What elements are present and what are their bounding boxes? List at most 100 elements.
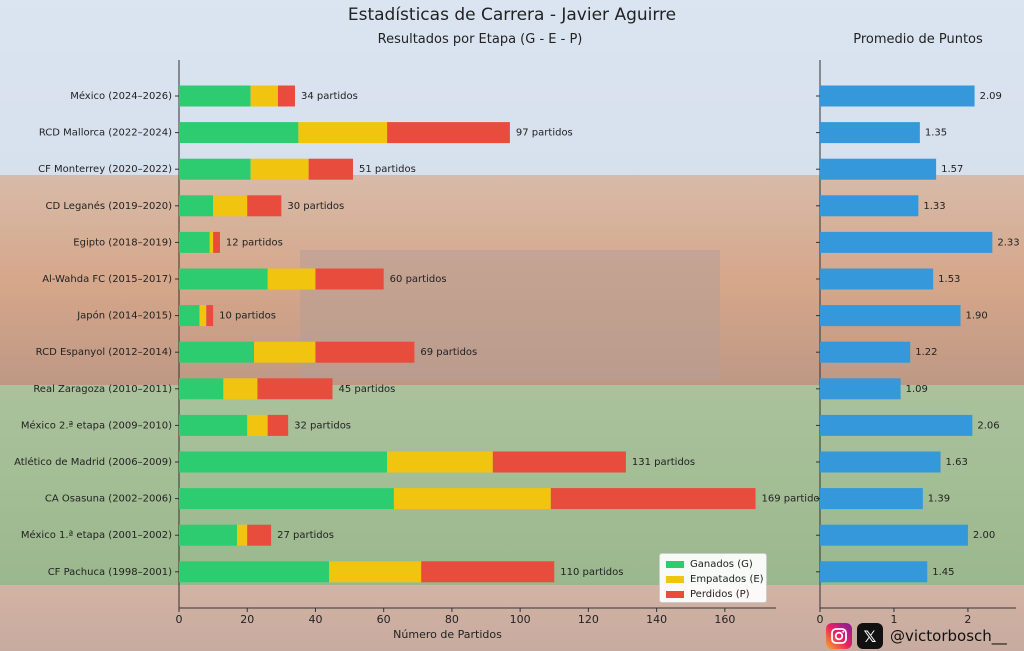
bar-total-label: 131 partidos <box>632 457 695 468</box>
bar-segment-ganados <box>179 122 299 144</box>
bar-segment-ganados <box>179 305 200 327</box>
bar-segment-ganados <box>179 524 237 546</box>
legend-item-empatados: Empatados (E) <box>666 572 766 587</box>
left-y-tick-label: Real Zaragoza (2010–2011) <box>33 384 172 395</box>
bar-segment-empatados <box>329 561 422 583</box>
left-y-tick-label: Atlético de Madrid (2006–2009) <box>14 456 172 468</box>
bar-total-label: 60 partidos <box>390 274 447 285</box>
left-x-tick-label: 20 <box>240 613 254 626</box>
left-y-tick-label: Japón (2014–2015) <box>76 310 172 322</box>
bar-segment-empatados <box>223 378 258 400</box>
bar-segment-perdidos <box>257 378 333 400</box>
left-x-tick-label: 100 <box>510 613 531 626</box>
average-points-label: 1.09 <box>906 384 928 395</box>
average-points-label: 2.06 <box>977 420 999 431</box>
bar-segment-perdidos <box>387 122 510 144</box>
legend-swatch-empatados <box>666 576 684 583</box>
legend-label-empatados: Empatados (E) <box>690 574 764 585</box>
left-x-axis-label: Número de Partidos <box>393 628 502 641</box>
bar-segment-ganados <box>179 231 210 253</box>
left-y-tick-label: RCD Espanyol (2012–2014) <box>36 347 172 358</box>
social-handle[interactable]: @victorbosch__ <box>890 627 1007 645</box>
bar-segment-empatados <box>213 195 248 217</box>
bar-segment-perdidos <box>267 414 289 436</box>
bar-segment-perdidos <box>492 451 626 473</box>
left-y-tick-label: CF Pachuca (1998–2001) <box>48 567 172 578</box>
right-bars: 2.09 1.35 1.57 1.33 2.33 1.53 1.90 1.22 1.09 2.06… <box>820 85 1020 583</box>
legend-swatch-perdidos <box>666 591 684 598</box>
average-points-bar <box>820 231 993 253</box>
left-axes: 0 20 40 60 80 100 120 140 160 Número de Partidos M… <box>14 60 776 641</box>
bar-segment-ganados <box>179 414 248 436</box>
average-points-bar <box>820 122 920 144</box>
bar-segment-ganados <box>179 378 224 400</box>
instagram-icon[interactable] <box>826 623 852 649</box>
bar-total-label: 12 partidos <box>226 237 283 248</box>
chart-title: Estadísticas de Carrera - Javier Aguirre <box>347 5 677 25</box>
average-points-label: 1.35 <box>925 128 947 139</box>
average-points-label: 1.57 <box>941 164 963 175</box>
bar-segment-ganados <box>179 85 251 107</box>
bar-total-label: 110 partidos <box>560 567 623 578</box>
bar-segment-perdidos <box>247 195 282 217</box>
bar-segment-perdidos <box>277 85 295 107</box>
left-x-tick-label: 40 <box>308 613 322 626</box>
left-x-tick-label: 60 <box>377 613 391 626</box>
average-points-bar <box>820 268 934 290</box>
bar-total-label: 27 partidos <box>277 530 334 541</box>
bar-segment-empatados <box>250 158 309 180</box>
left-bars: 34 partidos 97 partidos 51 partidos 30 part… <box>179 85 825 583</box>
left-y-tick-label: Egipto (2018–2019) <box>73 237 172 248</box>
bar-segment-ganados <box>179 488 394 510</box>
bar-segment-ganados <box>179 158 251 180</box>
average-points-label: 1.90 <box>966 311 988 322</box>
average-points-label: 2.09 <box>980 91 1002 102</box>
bar-segment-perdidos <box>247 524 272 546</box>
bar-segment-perdidos <box>315 341 415 363</box>
bar-segment-perdidos <box>550 488 756 510</box>
bar-segment-empatados <box>209 231 214 253</box>
legend-label-perdidos: Perdidos (P) <box>690 589 750 600</box>
left-y-tick-label: CF Monterrey (2020–2022) <box>38 164 172 175</box>
right-chart-subtitle: Promedio de Puntos <box>853 32 983 47</box>
left-y-tick-label: Al-Wahda FC (2015–2017) <box>42 274 172 285</box>
left-x-tick-label: 80 <box>445 613 459 626</box>
left-y-tick-label: CD Leganés (2019–2020) <box>46 200 173 212</box>
left-y-tick-label: México 1.ª etapa (2001–2002) <box>21 529 172 541</box>
left-x-tick-label: 140 <box>646 613 667 626</box>
bar-segment-ganados <box>179 451 388 473</box>
average-points-bar <box>820 451 941 473</box>
legend-item-perdidos: Perdidos (P) <box>666 587 766 602</box>
left-x-tick-label: 160 <box>714 613 735 626</box>
average-points-label: 1.53 <box>938 274 960 285</box>
bar-segment-perdidos <box>213 231 220 253</box>
bar-total-label: 51 partidos <box>359 164 416 175</box>
bar-segment-empatados <box>236 524 248 546</box>
average-points-label: 1.45 <box>932 567 954 578</box>
average-points-bar <box>820 85 975 107</box>
average-points-bar <box>820 488 923 510</box>
bar-segment-empatados <box>199 305 207 327</box>
bar-segment-empatados <box>247 414 268 436</box>
x-logo-icon[interactable]: 𝕏 <box>857 623 883 649</box>
average-points-label: 2.33 <box>997 237 1019 248</box>
average-points-label: 1.63 <box>946 457 968 468</box>
bar-total-label: 169 partidos <box>762 494 825 505</box>
bar-total-label: 32 partidos <box>294 420 351 431</box>
bar-segment-ganados <box>179 195 214 217</box>
average-points-bar <box>820 305 961 327</box>
average-points-bar <box>820 341 911 363</box>
average-points-label: 2.00 <box>973 530 995 541</box>
bar-segment-ganados <box>179 268 268 290</box>
right-axes: 0 1 2 <box>816 60 1016 626</box>
average-points-label: 1.33 <box>923 201 945 212</box>
average-points-label: 1.22 <box>915 347 937 358</box>
left-y-tick-label: México (2024–2026) <box>70 90 172 102</box>
average-points-bar <box>820 378 901 400</box>
average-points-label: 1.39 <box>928 494 950 505</box>
average-points-bar <box>820 158 937 180</box>
right-x-tick-label: 1 <box>890 613 897 626</box>
average-points-bar <box>820 561 928 583</box>
bar-segment-empatados <box>393 488 551 510</box>
bar-segment-ganados <box>179 341 255 363</box>
